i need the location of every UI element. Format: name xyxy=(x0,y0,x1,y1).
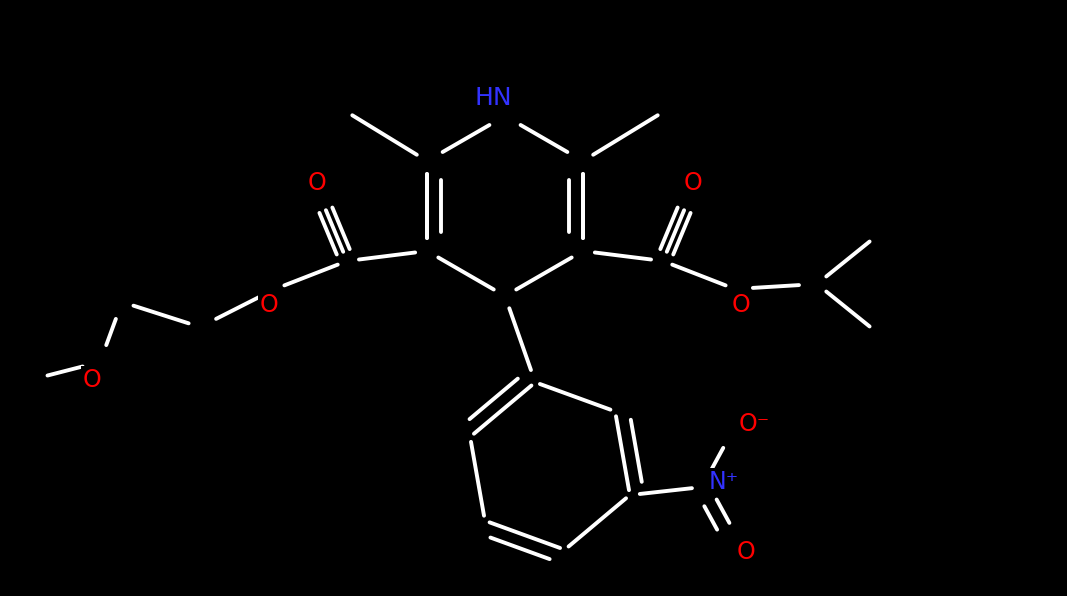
Text: N⁺: N⁺ xyxy=(708,470,739,494)
Text: O: O xyxy=(259,293,278,317)
Text: O⁻: O⁻ xyxy=(738,412,769,436)
Text: O: O xyxy=(684,171,702,195)
Text: O: O xyxy=(82,368,101,392)
Text: O: O xyxy=(732,293,750,317)
Text: O: O xyxy=(307,171,327,195)
Text: HN: HN xyxy=(474,86,512,110)
Text: O: O xyxy=(736,540,755,564)
